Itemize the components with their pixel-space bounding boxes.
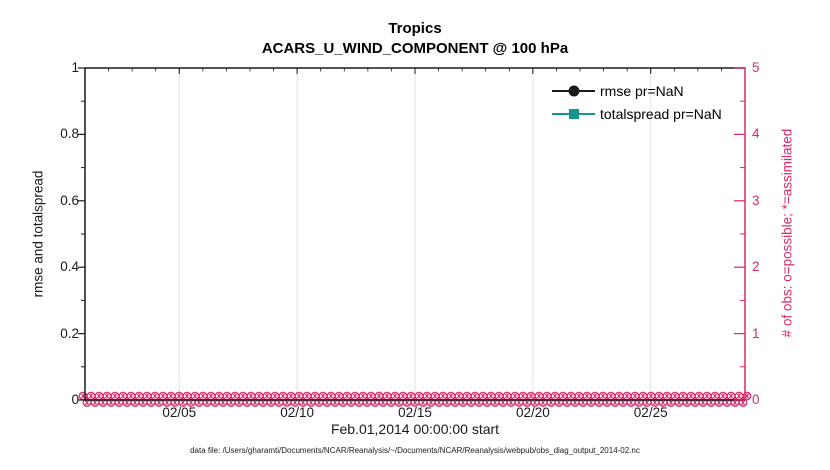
- left-y-tick-label: 1: [71, 60, 79, 75]
- x-tick-label: 02/25: [633, 405, 668, 420]
- left-y-tick-label: 0.2: [60, 325, 79, 341]
- left-y-tick-label: 0.6: [60, 192, 79, 208]
- right-y-axis-label: # of obs: o=possible; *=assimilated: [779, 128, 795, 338]
- x-axis-label: Feb.01,2014 00:00:00 start: [330, 421, 500, 437]
- x-tick-label: 02/15: [398, 405, 432, 420]
- legend-rmse-label: rmse pr=NaN: [600, 83, 684, 99]
- chart-title: Tropics: [388, 20, 442, 37]
- legend-item-rmse: rmse pr=NaN: [552, 83, 684, 99]
- right-y-tick-label: 4: [752, 126, 760, 142]
- legend-item-totalspread: totalspread pr=NaN: [552, 106, 722, 122]
- legend-rmse-line-sample: [552, 84, 595, 98]
- left-y-tick-label: 0.4: [60, 259, 79, 275]
- right-y-tick-label: 1: [752, 325, 760, 341]
- data-file-caption: data file: /Users/gharamti/Documents/NCA…: [190, 446, 640, 455]
- legend-totalspread-line-sample: [552, 107, 595, 121]
- left-y-tick-label: 0.8: [60, 126, 79, 142]
- left-y-tick-label: 0: [71, 392, 79, 407]
- right-y-tick-label: 5: [752, 60, 760, 75]
- chart-subtitle: ACARS_U_WIND_COMPONENT @ 100 hPa: [261, 40, 569, 57]
- x-tick-label: 02/20: [515, 405, 550, 420]
- filled-circle-marker-icon: [568, 85, 579, 97]
- legend-totalspread-label: totalspread pr=NaN: [600, 106, 722, 122]
- x-tick-label: 02/05: [162, 405, 197, 420]
- x-tick-label: 02/10: [280, 405, 315, 420]
- right-y-tick-label: 0: [752, 392, 760, 407]
- right-y-tick-label: 2: [752, 259, 760, 275]
- right-y-tick-label: 3: [752, 192, 760, 208]
- left-y-axis-label: rmse and totalspread: [30, 170, 46, 298]
- filled-square-marker-icon: [568, 109, 579, 119]
